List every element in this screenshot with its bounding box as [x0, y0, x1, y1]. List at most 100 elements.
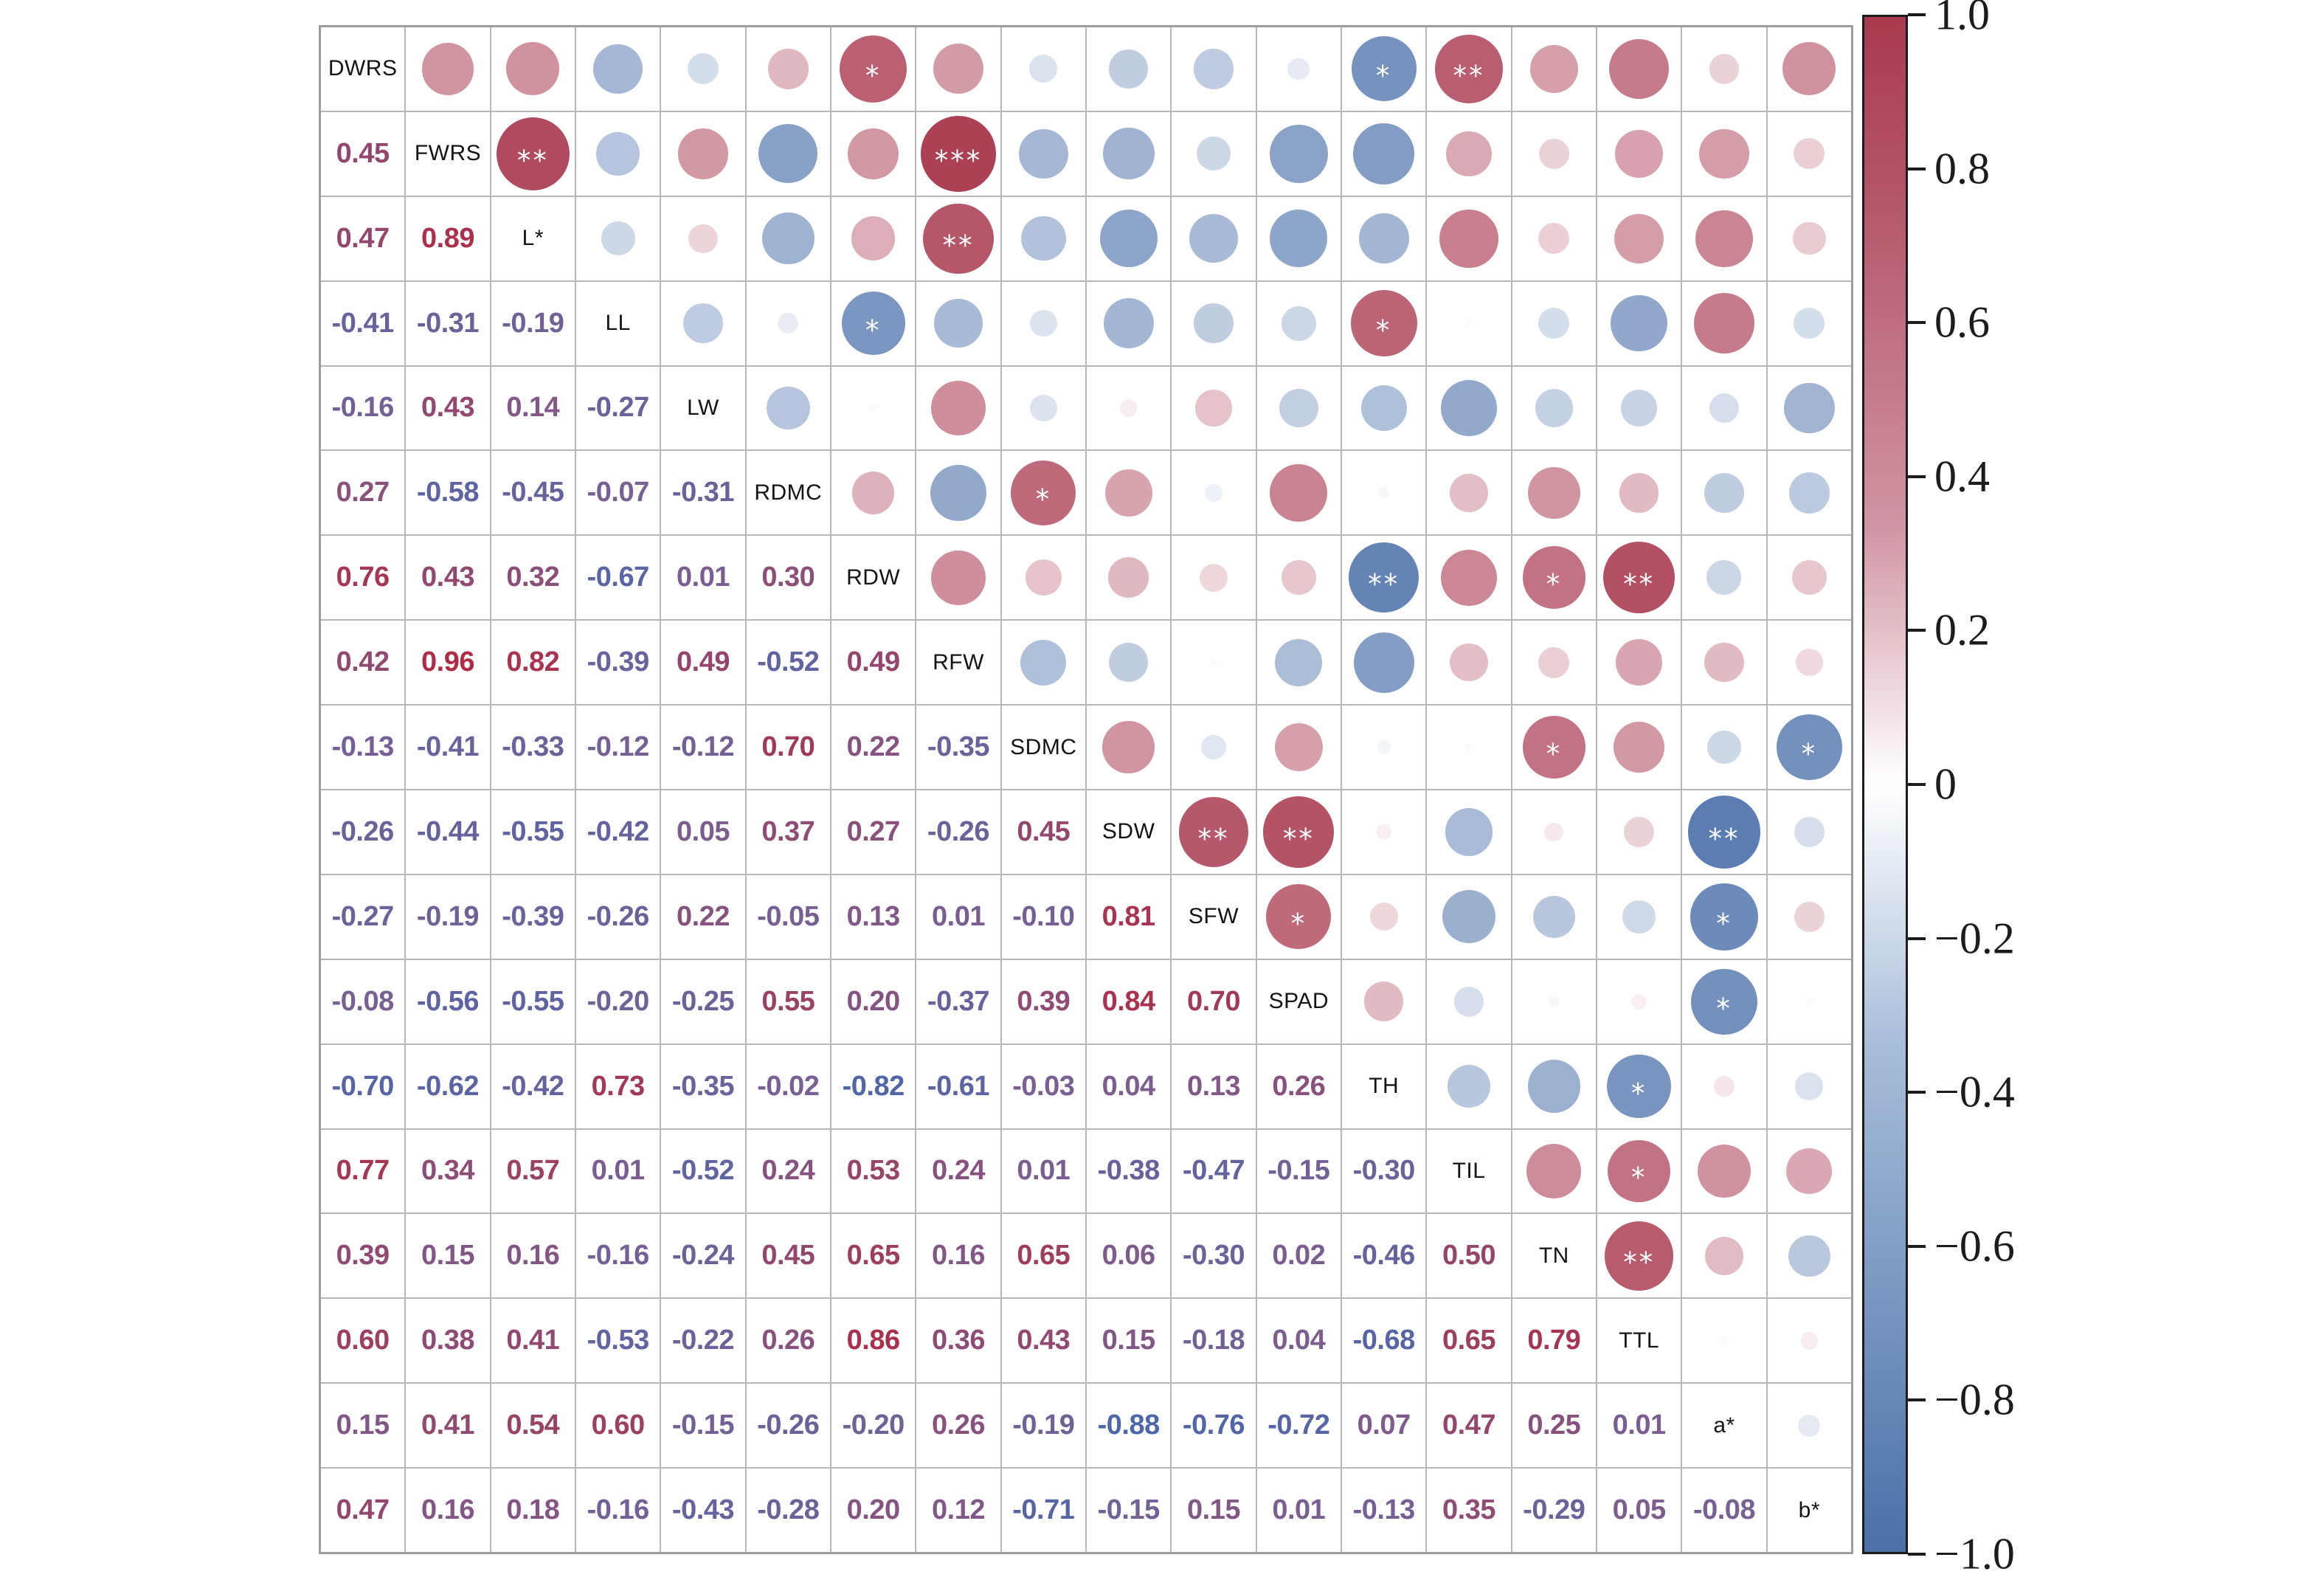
correlation-value: 0.65 — [846, 1240, 900, 1272]
correlation-value: 0.22 — [846, 731, 900, 763]
matrix-cell-TH-RDMC: -0.02 — [746, 1044, 830, 1128]
significance-stars: *** — [934, 144, 983, 176]
correlation-value: 0.79 — [1527, 1325, 1581, 1356]
correlation-circle — [767, 386, 810, 430]
matrix-cell-TH-TN — [1512, 1044, 1596, 1128]
matrix-cell-b*-LW: -0.43 — [661, 1469, 745, 1552]
matrix-cell-SFW-DWRS: -0.27 — [321, 874, 405, 959]
matrix-cell-FWRS-FWRS: FWRS — [406, 111, 490, 196]
matrix-cell-RFW-SFW — [1172, 621, 1256, 705]
matrix-cell-a*-TH: 0.07 — [1342, 1384, 1426, 1468]
correlation-value: 0.49 — [677, 646, 730, 678]
matrix-cell-LW-L*: 0.14 — [491, 366, 575, 450]
significance-stars: * — [1630, 1077, 1647, 1109]
matrix-cell-SFW-SDMC: -0.10 — [1001, 874, 1085, 959]
correlation-value: 0.38 — [421, 1325, 474, 1356]
correlation-value: -0.68 — [1352, 1325, 1416, 1356]
matrix-cell-SDMC-RFW: -0.35 — [916, 706, 1000, 789]
correlation-circle — [869, 404, 877, 413]
matrix-cell-TTL-b* — [1767, 1299, 1851, 1383]
correlation-circle: * — [839, 35, 907, 103]
matrix-cell-LL-RDW: * — [831, 281, 916, 365]
matrix-cell-TTL-RDW: 0.86 — [831, 1299, 916, 1383]
matrix-cell-TIL-RDMC: 0.24 — [746, 1129, 830, 1213]
correlation-circle: * — [1351, 36, 1417, 102]
correlation-circle — [1796, 649, 1823, 676]
correlation-value: 0.12 — [932, 1494, 985, 1526]
correlation-circle — [1099, 210, 1158, 268]
matrix-cell-TIL-TH: -0.30 — [1342, 1129, 1426, 1213]
matrix-cell-DWRS-LL — [576, 27, 660, 111]
correlation-circle — [1270, 124, 1328, 183]
matrix-cell-RDMC-TH — [1342, 451, 1426, 535]
matrix-cell-TN-SDW: 0.06 — [1087, 1214, 1171, 1298]
correlation-circle — [1104, 469, 1152, 517]
correlation-circle — [1442, 890, 1495, 944]
matrix-cell-b*-L*: 0.18 — [491, 1469, 575, 1552]
matrix-cell-RFW-DWRS: 0.42 — [321, 621, 405, 705]
matrix-cell-FWRS-RFW: *** — [916, 111, 1000, 196]
matrix-cell-LL-SDW — [1087, 281, 1171, 365]
correlation-value: 0.34 — [421, 1155, 474, 1187]
matrix-cell-b*-TTL: 0.05 — [1597, 1469, 1681, 1552]
significance-stars: * — [865, 59, 882, 92]
correlation-circle: *** — [920, 115, 997, 192]
correlation-value: 0.01 — [591, 1155, 645, 1187]
matrix-cell-SDMC-TTL — [1597, 706, 1681, 789]
colorbar-tick-label: 0 — [1934, 759, 1957, 809]
matrix-cell-RFW-RDMC: -0.52 — [746, 621, 830, 705]
matrix-cell-a*-SDW: -0.88 — [1087, 1384, 1171, 1468]
correlation-value: 0.81 — [1102, 900, 1155, 932]
correlation-value: -0.76 — [1182, 1410, 1245, 1441]
correlation-circle — [1697, 1144, 1751, 1198]
correlation-circle — [1369, 903, 1398, 931]
correlation-value: 0.37 — [761, 815, 815, 847]
matrix-cell-b*-DWRS: 0.47 — [321, 1469, 405, 1552]
matrix-cell-DWRS-SDMC — [1001, 27, 1085, 111]
correlation-value: 0.55 — [761, 985, 815, 1017]
correlation-value: 0.96 — [421, 646, 474, 678]
matrix-cell-SDW-TIL — [1427, 790, 1511, 874]
correlation-value: 0.24 — [761, 1155, 815, 1187]
correlation-value: -0.12 — [671, 731, 735, 763]
matrix-cell-SPAD-RDMC: 0.55 — [746, 959, 830, 1043]
matrix-cell-SDW-DWRS: -0.26 — [321, 790, 405, 874]
correlation-value: -0.45 — [502, 477, 564, 508]
variable-label: L* — [522, 226, 544, 251]
matrix-cell-TN-TH: -0.46 — [1342, 1214, 1426, 1298]
matrix-cell-FWRS-RDMC — [746, 111, 830, 196]
matrix-cell-a*-b* — [1767, 1384, 1851, 1468]
matrix-cell-L*-TN — [1512, 196, 1596, 280]
matrix-cell-SDMC-L*: -0.33 — [491, 706, 575, 789]
matrix-cell-LL-SPAD — [1256, 281, 1341, 365]
matrix-cell-b*-a*: -0.08 — [1682, 1469, 1766, 1552]
matrix-cell-DWRS-RFW — [916, 27, 1000, 111]
colorbar-tick-mark — [1908, 321, 1926, 325]
matrix-cell-TTL-LL: -0.53 — [576, 1299, 660, 1383]
significance-stars: ** — [942, 229, 975, 261]
correlation-value: -0.35 — [927, 731, 990, 763]
correlation-circle: ** — [1434, 35, 1504, 103]
correlation-circle — [1695, 210, 1753, 267]
correlation-value: 0.01 — [932, 900, 985, 932]
correlation-circle — [1209, 658, 1218, 666]
correlation-circle — [1195, 390, 1232, 427]
matrix-cell-SDW-LW: 0.05 — [661, 790, 745, 874]
matrix-cell-LW-RDW — [831, 366, 916, 450]
matrix-cell-LL-TN — [1512, 281, 1596, 365]
correlation-circle — [1119, 399, 1138, 417]
correlation-circle — [1694, 293, 1754, 353]
correlation-value: 0.06 — [1102, 1240, 1155, 1272]
matrix-cell-L*-FWRS: 0.89 — [406, 196, 490, 280]
variable-label: RDW — [846, 565, 901, 590]
correlation-circle: ** — [1349, 542, 1419, 613]
matrix-cell-L*-b* — [1767, 196, 1851, 280]
correlation-circle — [1805, 997, 1813, 1006]
correlation-value: 0.16 — [932, 1240, 985, 1272]
correlation-value: -0.67 — [587, 562, 650, 593]
correlation-value: -0.44 — [416, 815, 480, 847]
matrix-cell-SFW-RDMC: -0.05 — [746, 874, 830, 959]
matrix-cell-SPAD-LL: -0.20 — [576, 959, 660, 1043]
correlation-circle — [768, 49, 809, 89]
colorbar-tick-label: −1.0 — [1934, 1529, 2015, 1579]
